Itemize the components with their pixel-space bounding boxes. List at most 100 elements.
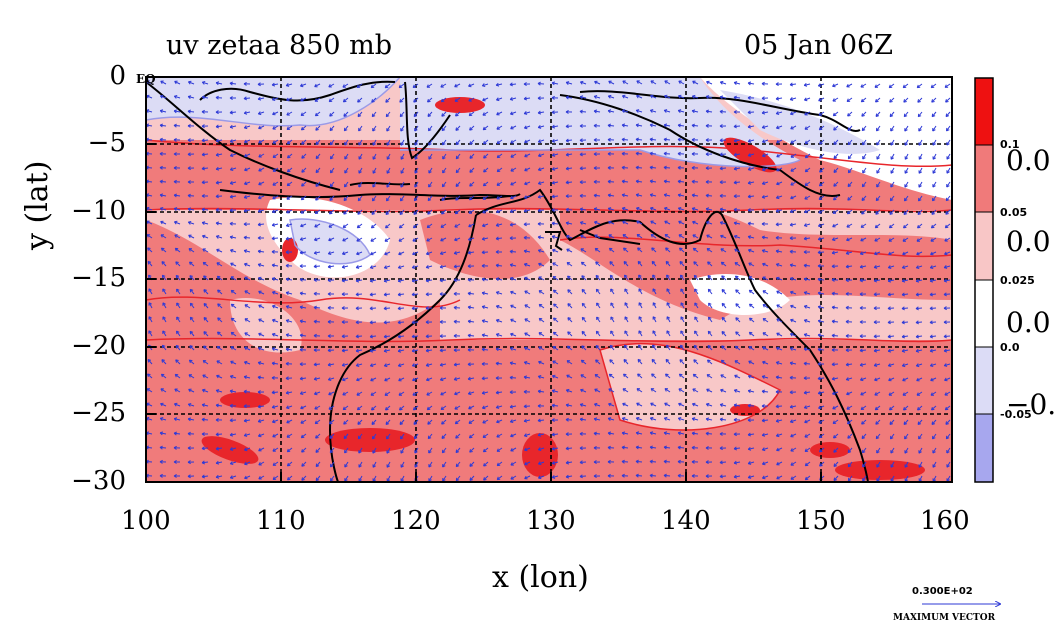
wind-vector-head bbox=[523, 210, 528, 213]
wind-vector bbox=[357, 97, 363, 103]
wind-vector-head bbox=[287, 464, 291, 467]
wind-vector-head bbox=[904, 143, 908, 146]
wind-vector bbox=[468, 97, 475, 102]
wind-vector bbox=[414, 167, 419, 174]
wind-vector-head bbox=[187, 208, 191, 212]
wind-vector-head bbox=[523, 263, 527, 267]
wind-vector-head bbox=[455, 185, 460, 187]
wind-vector bbox=[455, 111, 461, 117]
wind-vector-head bbox=[229, 82, 233, 86]
wind-vector bbox=[329, 209, 335, 215]
wind-vector bbox=[524, 125, 531, 129]
wind-vector bbox=[243, 97, 251, 100]
wind-vector bbox=[775, 209, 783, 212]
wind-vector bbox=[189, 345, 195, 351]
wind-vector-head bbox=[859, 293, 863, 297]
wind-vector bbox=[566, 360, 573, 365]
wind-vector-head bbox=[330, 451, 334, 454]
wind-vector bbox=[692, 234, 699, 239]
wind-vector bbox=[594, 374, 601, 379]
wind-vector bbox=[916, 391, 923, 396]
wind-vector-head bbox=[344, 185, 348, 188]
wind-vector-head bbox=[201, 462, 206, 465]
wind-vector-head bbox=[215, 434, 219, 437]
wind-vector bbox=[904, 139, 909, 146]
wind-vector-head bbox=[818, 225, 822, 228]
wind-vector bbox=[524, 347, 531, 351]
wind-vector-head bbox=[887, 280, 892, 283]
wind-vector-head bbox=[358, 143, 362, 146]
wind-vector bbox=[244, 153, 251, 157]
wind-vector bbox=[343, 419, 349, 425]
wind-vector bbox=[636, 180, 643, 183]
wind-vector-head bbox=[705, 110, 709, 114]
wind-vector-head bbox=[258, 113, 262, 116]
wind-vector bbox=[202, 475, 209, 478]
wind-vector-head bbox=[469, 157, 473, 159]
wind-vector bbox=[862, 153, 867, 160]
wind-vector-head bbox=[721, 331, 724, 335]
wind-vector bbox=[342, 251, 349, 255]
wind-vector bbox=[372, 461, 377, 468]
wind-vector-head bbox=[202, 262, 205, 266]
wind-vector bbox=[510, 333, 517, 337]
wind-vector-head bbox=[567, 289, 569, 293]
wind-vector bbox=[482, 97, 489, 101]
wind-vector-head bbox=[677, 153, 681, 156]
wind-vector-head bbox=[229, 209, 233, 213]
wind-vector bbox=[524, 153, 531, 158]
wind-vector bbox=[652, 274, 657, 281]
wind-vector-head bbox=[847, 199, 851, 201]
wind-vector bbox=[372, 167, 377, 174]
wind-vector-head bbox=[201, 235, 205, 239]
wind-vector bbox=[201, 167, 209, 170]
wind-vector-head bbox=[719, 447, 723, 451]
wind-vector-head bbox=[831, 265, 835, 269]
wind-vector bbox=[818, 419, 825, 424]
wind-vector bbox=[776, 139, 783, 144]
wind-vector-head bbox=[650, 207, 653, 211]
wind-vector bbox=[847, 447, 853, 453]
wind-vector-head bbox=[440, 379, 444, 382]
wind-vector-head bbox=[495, 319, 499, 323]
wind-vector-head bbox=[386, 185, 390, 188]
wind-vector bbox=[441, 209, 447, 215]
wind-vector bbox=[890, 447, 895, 454]
wind-vector-head bbox=[343, 423, 347, 425]
wind-vector bbox=[428, 475, 433, 482]
wind-vector bbox=[230, 276, 237, 281]
wind-vector-head bbox=[790, 291, 793, 295]
wind-vector bbox=[258, 97, 265, 100]
wind-vector-head bbox=[469, 451, 473, 453]
wind-vector-head bbox=[873, 307, 877, 311]
wind-vector bbox=[286, 209, 293, 214]
wind-vector-head bbox=[649, 460, 653, 464]
wind-vector bbox=[804, 348, 811, 351]
wind-vector-head bbox=[385, 423, 390, 425]
wind-vector bbox=[440, 223, 447, 228]
wind-vector bbox=[230, 360, 237, 365]
wind-vector-head bbox=[510, 305, 513, 309]
wind-vector bbox=[846, 97, 853, 102]
wind-vector-head bbox=[358, 199, 362, 202]
wind-vector-head bbox=[258, 347, 261, 351]
wind-vector-head bbox=[747, 112, 751, 115]
wind-vector-head bbox=[313, 335, 317, 338]
wind-vector-head bbox=[567, 317, 569, 321]
wind-vector bbox=[216, 125, 223, 128]
wind-vector-head bbox=[747, 434, 751, 437]
wind-vector bbox=[538, 361, 545, 365]
wind-vector bbox=[510, 153, 517, 158]
wind-vector bbox=[230, 461, 237, 465]
wind-vector-head bbox=[861, 213, 865, 215]
wind-vector bbox=[610, 288, 615, 295]
wind-vector-head bbox=[159, 139, 163, 142]
wind-vector-head bbox=[734, 262, 737, 266]
wind-vector-head bbox=[918, 199, 922, 202]
wind-vector bbox=[610, 274, 615, 281]
wind-vector bbox=[329, 181, 335, 188]
wind-vector-head bbox=[649, 109, 653, 113]
wind-vector bbox=[931, 111, 937, 118]
wind-vector-head bbox=[481, 265, 485, 268]
wind-vector bbox=[874, 251, 881, 255]
